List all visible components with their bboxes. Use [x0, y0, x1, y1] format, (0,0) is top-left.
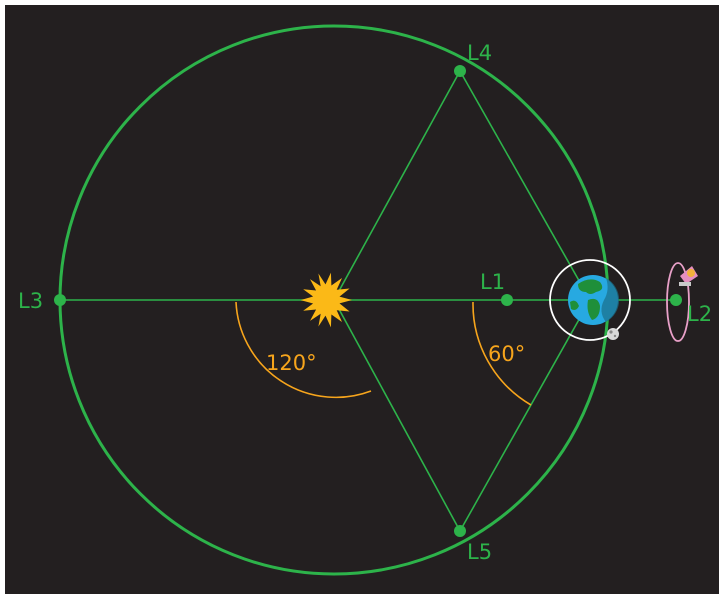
l5-earth-line [459, 299, 591, 532]
l4-label: L4 [467, 41, 492, 65]
moon-icon [607, 328, 619, 340]
l1-label: L1 [480, 270, 505, 294]
l4-point [454, 65, 466, 77]
l2-label: L2 [687, 302, 712, 326]
l3-point [54, 294, 66, 306]
l2-point [670, 294, 682, 306]
earth-icon [549, 259, 631, 341]
sun-icon [300, 272, 352, 328]
l5-label: L5 [467, 540, 492, 564]
l1-point [501, 294, 513, 306]
lagrange-dots [54, 65, 682, 537]
angle-label-120: 120° [266, 351, 317, 375]
l2-halo-orbit [666, 262, 690, 342]
l5-point [454, 525, 466, 537]
angle-label-60: 60° [488, 342, 525, 366]
telescope-icon [679, 266, 698, 286]
sun-l4-line [333, 70, 461, 301]
angle-arc-120 [235, 301, 372, 399]
sun-l5-line [333, 299, 461, 532]
earth-ring [549, 259, 631, 341]
l4-earth-line [459, 70, 591, 301]
l3-label: L3 [18, 289, 43, 313]
angle-arc-60 [472, 301, 532, 406]
